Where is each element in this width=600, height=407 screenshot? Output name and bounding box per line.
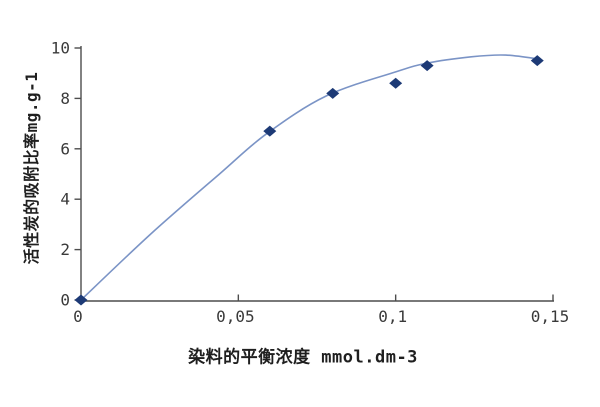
- y-axis-label: 活性炭的吸附比率mg.g-1: [22, 71, 41, 265]
- x-axis-label: 染料的平衡浓度 mmol.dm-3: [188, 347, 418, 368]
- trend-curve: [80, 54, 541, 301]
- y-tick-label: 4: [60, 190, 70, 209]
- data-point-marker: [326, 87, 340, 99]
- x-tick-label: 0,05: [216, 307, 255, 326]
- x-tick-label: 0: [73, 307, 83, 326]
- data-point-marker: [420, 60, 434, 72]
- x-tick-label: 0,1: [378, 307, 407, 326]
- data-point-marker: [263, 125, 277, 137]
- y-tick-label: 10: [51, 39, 70, 58]
- y-tick-label: 0: [60, 291, 70, 310]
- y-tick-label: 8: [60, 89, 70, 108]
- y-tick-label: 2: [60, 240, 70, 259]
- y-tick-label: 6: [60, 139, 70, 158]
- data-point-marker: [530, 55, 544, 67]
- data-point-marker: [389, 77, 403, 89]
- data-point-marker: [74, 294, 88, 306]
- x-tick-label: 0,15: [531, 307, 570, 326]
